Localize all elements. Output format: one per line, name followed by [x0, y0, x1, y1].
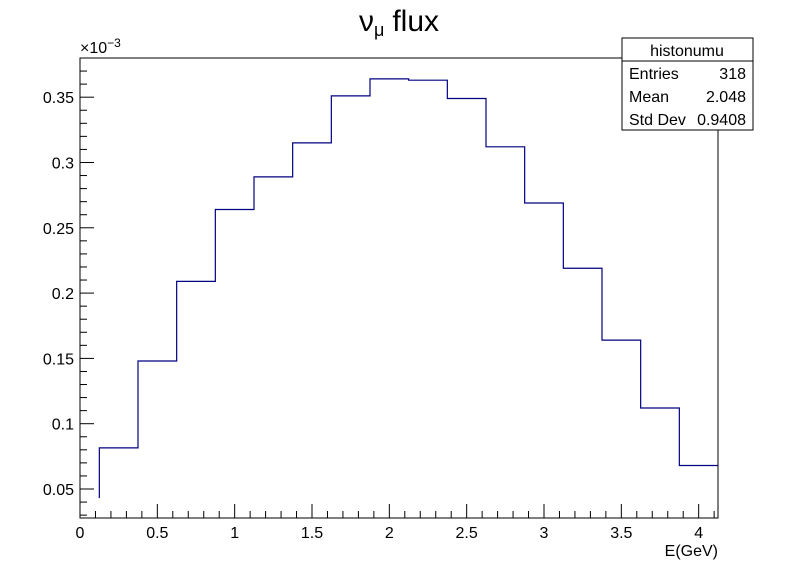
stats-stddev-label: Std Dev: [629, 112, 686, 129]
chart-title: νμ flux: [359, 5, 439, 40]
stats-box: histonumu Entries 318 Mean 2.048 Std Dev…: [621, 37, 754, 131]
title-text: flux: [392, 5, 439, 38]
stats-mean-value: 2.048: [706, 89, 746, 106]
histogram-bin: [602, 340, 641, 518]
y-tick-label: 0.1: [52, 417, 74, 434]
y-tick-label: 0.05: [43, 482, 74, 499]
histogram-bin: [486, 147, 525, 518]
histogram-bin: [138, 361, 177, 518]
plot-area-border: [79, 57, 719, 519]
stats-box-title: histonumu: [650, 43, 724, 60]
histogram-bin: [370, 79, 409, 518]
histogram-bin: [447, 98, 486, 518]
histogram-bin: [215, 210, 254, 518]
stats-entries-label: Entries: [629, 66, 679, 83]
y-axis-exponent: ×10−3: [80, 36, 121, 57]
x-tick-label: 2.5: [456, 525, 478, 542]
x-tick-label: 0.5: [146, 525, 168, 542]
title-nu-symbol: ν: [359, 5, 374, 38]
stats-stddev-value: 0.9408: [697, 112, 746, 129]
x-tick-label: 4: [694, 525, 703, 542]
stats-mean-label: Mean: [629, 89, 669, 106]
histogram-bin: [254, 177, 293, 518]
histogram-bin: [679, 465, 718, 518]
histogram-bin: [99, 448, 138, 518]
histogram-bin: [641, 408, 680, 518]
histogram-bin: [293, 143, 332, 518]
x-axis: 0 0.5 1 1.5 2 2.5 3 3.5 4: [76, 504, 715, 542]
y-exponent-base: ×10: [80, 40, 107, 57]
histogram-series: [98, 78, 718, 518]
histogram-bin: [409, 80, 448, 518]
x-tick-label: 1.5: [301, 525, 323, 542]
x-tick-label: 2: [385, 525, 394, 542]
y-tick-label: 0.25: [43, 221, 74, 238]
plot-frame: [79, 57, 719, 519]
histogram-bin: [563, 268, 602, 518]
x-tick-label: 3: [540, 525, 549, 542]
y-tick-label: 0.3: [52, 155, 74, 172]
histogram-step-line: [98, 78, 718, 499]
x-axis-title: E(GeV): [665, 543, 718, 560]
y-tick-label: 0.2: [52, 286, 74, 303]
y-exponent-power: −3: [107, 36, 121, 50]
histogram-bin: [177, 281, 216, 518]
x-tick-label: 3.5: [610, 525, 632, 542]
stats-box-frame: [621, 37, 754, 131]
x-tick-label: 1: [230, 525, 239, 542]
y-tick-label: 0.35: [43, 90, 74, 107]
histogram-bin: [525, 203, 564, 518]
histogram-bin: [331, 96, 370, 518]
y-tick-label: 0.15: [43, 351, 74, 368]
stats-entries-value: 318: [719, 66, 746, 83]
title-mu-subscript: μ: [374, 20, 384, 40]
x-tick-label: 0: [76, 525, 85, 542]
y-axis: 0.05 0.1 0.15 0.2 0.25 0.3 0.35: [43, 57, 94, 516]
